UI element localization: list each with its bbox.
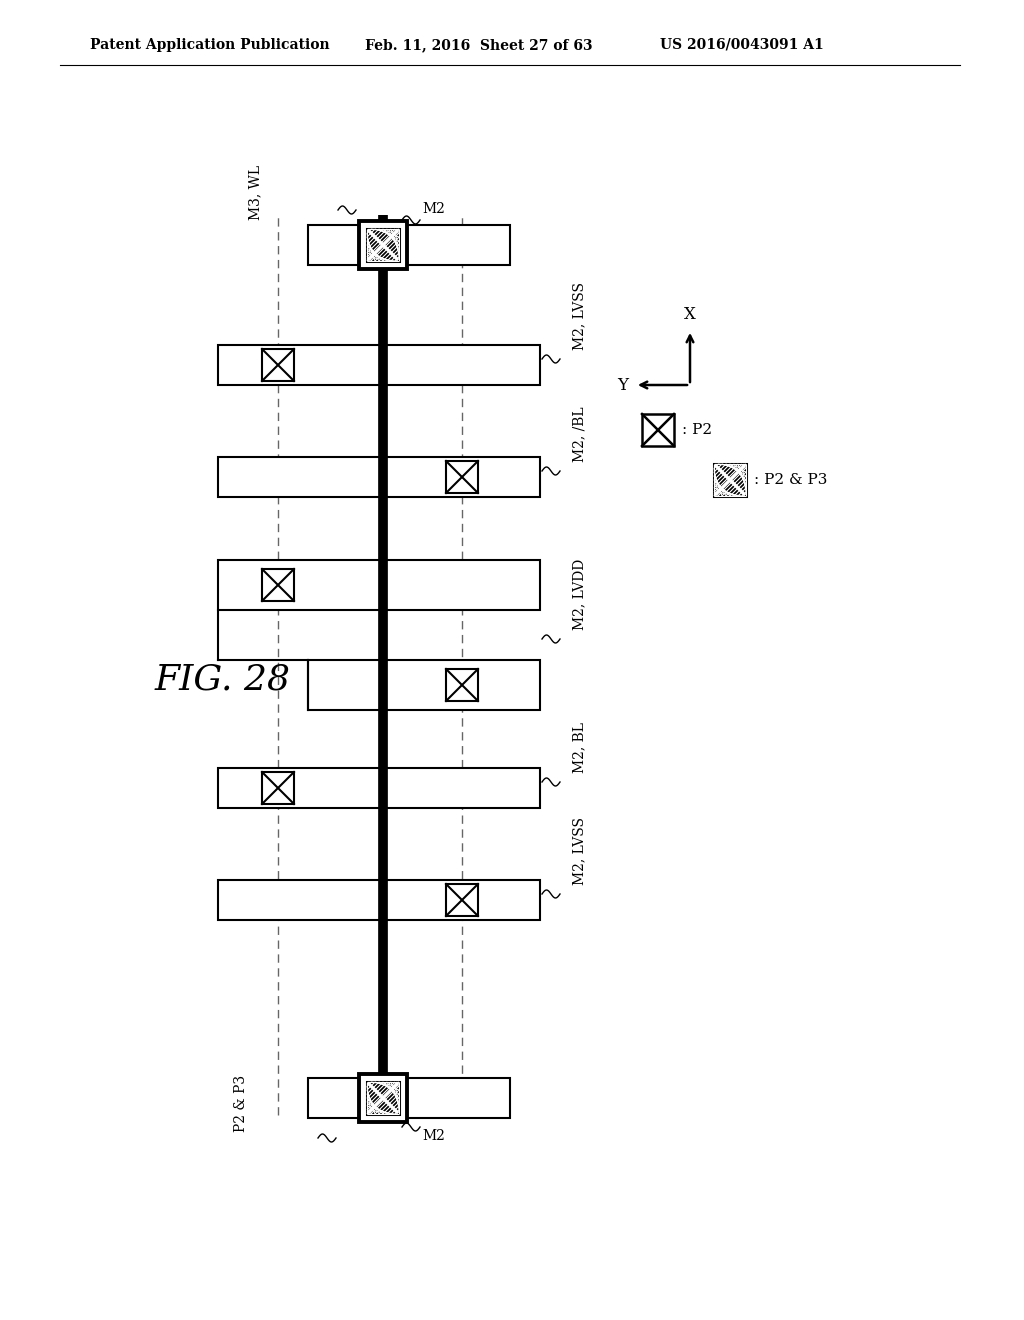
Bar [218, 880, 540, 920]
Bar [359, 1074, 407, 1122]
Text: M3, WL: M3, WL [248, 165, 262, 220]
Bar [262, 569, 294, 601]
Text: Patent Application Publication: Patent Application Publication [90, 38, 330, 51]
Text: : P2: : P2 [682, 422, 712, 437]
Text: M2, LVDD: M2, LVDD [572, 558, 586, 630]
Text: M2: M2 [422, 1129, 444, 1143]
Bar [218, 768, 540, 808]
Bar [714, 465, 746, 496]
Bar [446, 669, 478, 701]
Bar [359, 220, 407, 269]
Bar [308, 224, 510, 265]
Text: : P2 & P3: : P2 & P3 [754, 473, 827, 487]
Bar [446, 461, 478, 492]
Text: P2 & P3: P2 & P3 [234, 1074, 248, 1133]
Text: M2, LVSS: M2, LVSS [572, 282, 586, 350]
Text: US 2016/0043091 A1: US 2016/0043091 A1 [660, 38, 823, 51]
Text: FIG. 28: FIG. 28 [155, 663, 291, 697]
Text: X: X [684, 306, 696, 323]
Bar [367, 228, 399, 261]
Text: Feb. 11, 2016  Sheet 27 of 63: Feb. 11, 2016 Sheet 27 of 63 [365, 38, 593, 51]
Bar [308, 1078, 510, 1118]
Bar [446, 884, 478, 916]
Bar [262, 772, 294, 804]
Bar [218, 457, 540, 498]
Bar [218, 345, 540, 385]
Bar [262, 348, 294, 381]
Bar [642, 414, 674, 446]
Bar [218, 560, 540, 610]
Text: M2, LVSS: M2, LVSS [572, 817, 586, 884]
Text: Y: Y [617, 376, 628, 393]
Text: M2: M2 [422, 202, 444, 216]
Bar [308, 660, 540, 710]
Bar [367, 1082, 399, 1114]
Text: M2, /BL: M2, /BL [572, 407, 586, 462]
Text: M2, BL: M2, BL [572, 722, 586, 774]
